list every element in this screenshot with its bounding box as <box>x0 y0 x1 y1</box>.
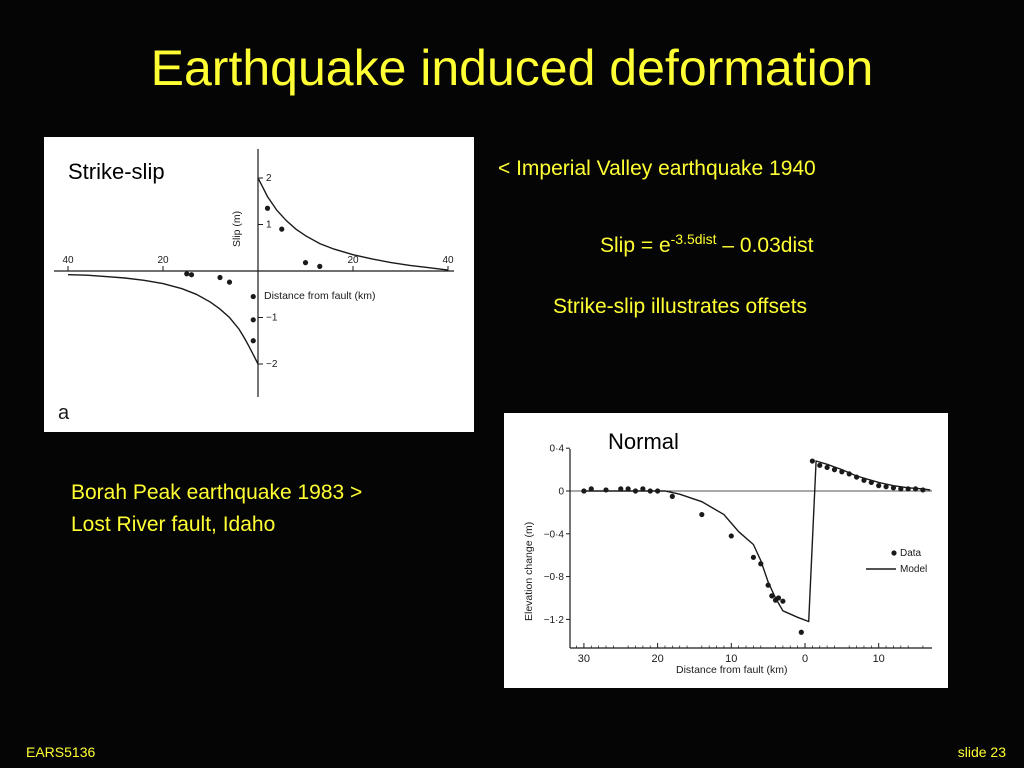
elevation-data-point <box>640 486 646 492</box>
y-axis-label: Elevation change (m) <box>523 522 535 621</box>
x-tick-label: 20 <box>347 255 359 266</box>
slip-data-point <box>250 293 256 300</box>
formula-suffix: – 0.03dist <box>716 234 814 257</box>
elevation-data-point <box>647 488 653 494</box>
slip-data-point <box>264 205 271 211</box>
legend-data-marker <box>891 550 897 556</box>
y-tick-label: −0·8 <box>544 572 565 583</box>
elevation-data-point <box>905 486 911 492</box>
y-tick-label: −1·2 <box>544 615 565 626</box>
elevation-data-point <box>868 479 874 486</box>
elevation-data-point <box>920 487 926 493</box>
elevation-data-point <box>890 485 897 491</box>
y-tick-label: −1 <box>266 313 278 324</box>
elevation-data-point <box>846 471 852 477</box>
x-axis-label: Distance from fault (km) <box>264 290 375 302</box>
elevation-data-point <box>839 469 845 475</box>
slide-title: Earthquake induced deformation <box>150 40 874 96</box>
elevation-data-point <box>798 629 804 635</box>
formula-exponent: -3.5dist <box>670 231 717 247</box>
slip-curve <box>257 177 449 271</box>
elevation-data-point <box>699 511 705 518</box>
borah-peak-caption: Borah Peak earthquake 1983 > <box>71 481 363 504</box>
x-tick-label: 30 <box>578 653 590 665</box>
elevation-data-point <box>824 464 830 471</box>
x-tick-label: 0 <box>802 653 808 665</box>
y-axis-label: Slip (m) <box>231 211 243 247</box>
x-axis-label: Distance from fault (km) <box>676 664 787 676</box>
slip-formula: Slip = e-3.5dist – 0.03dist <box>600 226 813 259</box>
x-tick-label: 20 <box>157 255 169 266</box>
footer-course: EARS5136 <box>26 744 96 760</box>
normal-fault-figure: 0·4 0 −0·4 −0·8 −1·2 30 20 10 0 10 Data Model Distan… <box>504 413 948 688</box>
slip-data-point <box>217 274 223 281</box>
elevation-data-point <box>817 462 823 468</box>
elevation-data-point <box>831 467 838 473</box>
strike-slip-note: Strike-slip illustrates offsets <box>553 295 808 318</box>
strike-slip-figure: 40 20 20 40 2 1 −1 −2 Distance from fault (km) Sl… <box>44 137 474 432</box>
elevation-data-point <box>765 582 771 588</box>
imperial-valley-caption: < Imperial Valley earthquake 1940 <box>498 157 816 180</box>
elevation-data-point <box>809 458 815 464</box>
elevation-data-point <box>876 483 882 489</box>
x-tick-label: 10 <box>873 653 885 665</box>
slip-data-point <box>250 338 256 344</box>
panel-corner-label: a <box>58 402 70 424</box>
footer-slide-number: slide 23 <box>957 744 1006 760</box>
elevation-data-point <box>618 486 624 492</box>
elevation-data-point <box>581 488 587 494</box>
slip-data-point <box>317 263 323 269</box>
elevation-data-point <box>655 488 661 494</box>
normal-label: Normal <box>608 429 679 454</box>
x-tick-label: 40 <box>442 255 454 266</box>
lost-river-caption: Lost River fault, Idaho <box>71 513 276 536</box>
elevation-data-point <box>912 486 919 492</box>
elevation-data-point <box>861 477 867 483</box>
elevation-data-point <box>728 533 734 539</box>
elevation-data-point <box>669 493 675 499</box>
x-tick-label: 20 <box>651 653 663 665</box>
elevation-data-point <box>853 474 860 480</box>
x-tick-label: 40 <box>62 255 74 266</box>
elevation-data-point <box>758 561 764 567</box>
elevation-data-point <box>898 486 904 492</box>
y-tick-label: 2 <box>266 173 272 184</box>
x-tick-label: 10 <box>725 653 737 665</box>
y-tick-label: −2 <box>266 359 278 370</box>
elevation-data-point <box>588 486 594 492</box>
slip-data-point <box>302 260 309 266</box>
normal-fault-chart: 0·4 0 −0·4 −0·8 −1·2 30 20 10 0 10 Data Model Distan… <box>523 444 932 676</box>
slip-data-point <box>188 272 195 278</box>
legend-model-label: Model <box>900 564 927 575</box>
slip-data-point <box>226 279 233 285</box>
formula-prefix: Slip = e <box>600 234 671 257</box>
y-tick-label: 0·4 <box>550 444 565 455</box>
slip-data-point <box>250 317 256 323</box>
y-tick-label: −0·4 <box>544 529 565 540</box>
elevation-data-point <box>769 593 775 599</box>
y-tick-label: 1 <box>266 220 272 231</box>
elevation-data-point <box>750 554 757 560</box>
elevation-data-point <box>625 486 631 492</box>
legend-data-label: Data <box>900 548 922 559</box>
strike-slip-chart: 40 20 20 40 2 1 −1 −2 Distance from fault (km) Sl… <box>54 149 454 424</box>
elevation-data-point <box>775 595 782 601</box>
slip-data-point <box>279 226 285 232</box>
elevation-data-point <box>632 488 639 494</box>
elevation-data-point <box>603 487 609 493</box>
slip-data-point <box>184 271 190 277</box>
elevation-data-point <box>883 484 889 490</box>
slip-curve <box>67 274 259 365</box>
y-tick-label: 0 <box>558 487 564 498</box>
elevation-data-point <box>780 598 786 604</box>
strike-slip-label: Strike-slip <box>68 159 165 184</box>
